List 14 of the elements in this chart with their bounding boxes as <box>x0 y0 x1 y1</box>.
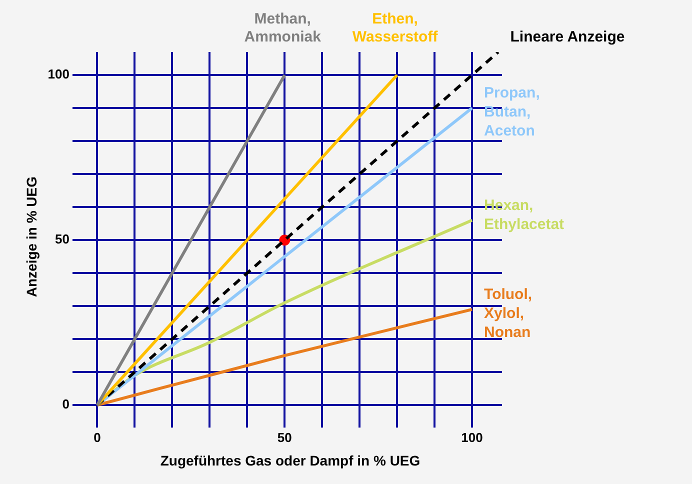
text: Methan, Ammoniak <box>244 10 322 46</box>
y-tick-label: 50 <box>55 232 70 247</box>
x-tick-label: 0 <box>94 430 101 445</box>
x-tick-label: 100 <box>461 430 483 445</box>
x-tick-label: 50 <box>277 430 292 445</box>
series-label: Hexan, Ethylacetat <box>484 196 564 233</box>
x-axis-title: Zugeführtes Gas oder Dampf in % UEG <box>160 452 420 468</box>
text: Ethen, Wasserstoff <box>352 10 439 46</box>
series-label: Toluol, Xylol, Nonan <box>484 286 532 342</box>
series-label: Propan, Butan, Aceton <box>484 84 540 140</box>
y-tick-label: 100 <box>48 66 70 82</box>
series-label: Lineare Anzeige <box>510 28 625 46</box>
y-tick-label: 0 <box>62 396 70 412</box>
y-axis-title: Anzeige in % UEG <box>23 176 40 298</box>
